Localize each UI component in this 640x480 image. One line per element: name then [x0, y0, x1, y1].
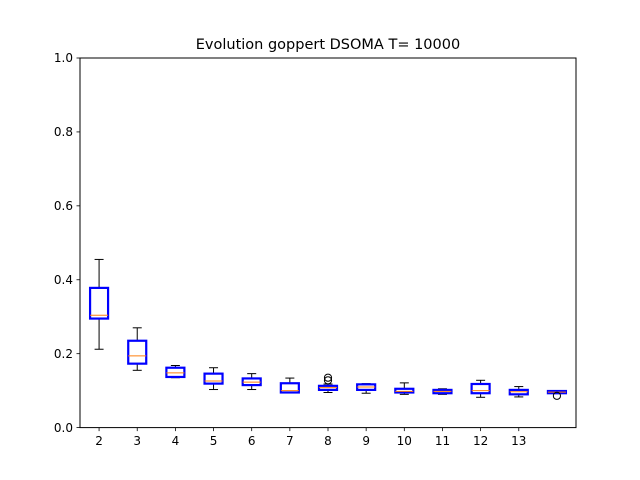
- box: [88, 286, 110, 320]
- flier-point: [323, 373, 333, 382]
- box: [394, 387, 415, 394]
- box: [203, 372, 224, 385]
- axes-frame: [79, 57, 577, 429]
- x-tick-label: 4: [172, 434, 180, 448]
- x-tick-label: 12: [473, 434, 488, 448]
- plot-area: 0.0 0.2 0.4 0.6 0.8 1.0 2 3 4 5 6 7 8 9 10 11 12 13: [54, 51, 568, 448]
- x-tick-label: 5: [210, 434, 218, 448]
- x-tick-label: 7: [286, 434, 294, 448]
- y-tick-label: 1.0: [54, 51, 73, 65]
- box: [470, 382, 491, 395]
- box: [279, 382, 300, 394]
- y-tick-label: 0.0: [54, 421, 73, 435]
- y-tick-label: 0.8: [54, 125, 73, 139]
- y-tick-label: 0.4: [54, 273, 73, 287]
- x-tick-label: 11: [435, 434, 450, 448]
- x-tick-label: 13: [511, 434, 526, 448]
- x-tick-label: 9: [362, 434, 370, 448]
- x-tick-label: 3: [133, 434, 141, 448]
- chart-title: Evolution goppert DSOMA T= 10000: [196, 37, 460, 53]
- x-tick-label: 8: [324, 434, 332, 448]
- y-tick-label: 0.6: [54, 199, 73, 213]
- box: [127, 339, 148, 365]
- flier-point: [323, 376, 333, 385]
- x-tick-label: 6: [248, 434, 256, 448]
- y-tick-label: 0.2: [54, 347, 73, 361]
- box: [165, 366, 186, 379]
- x-tick-label: 10: [397, 434, 412, 448]
- flier-point: [552, 391, 562, 400]
- x-tick-label: 2: [95, 434, 103, 448]
